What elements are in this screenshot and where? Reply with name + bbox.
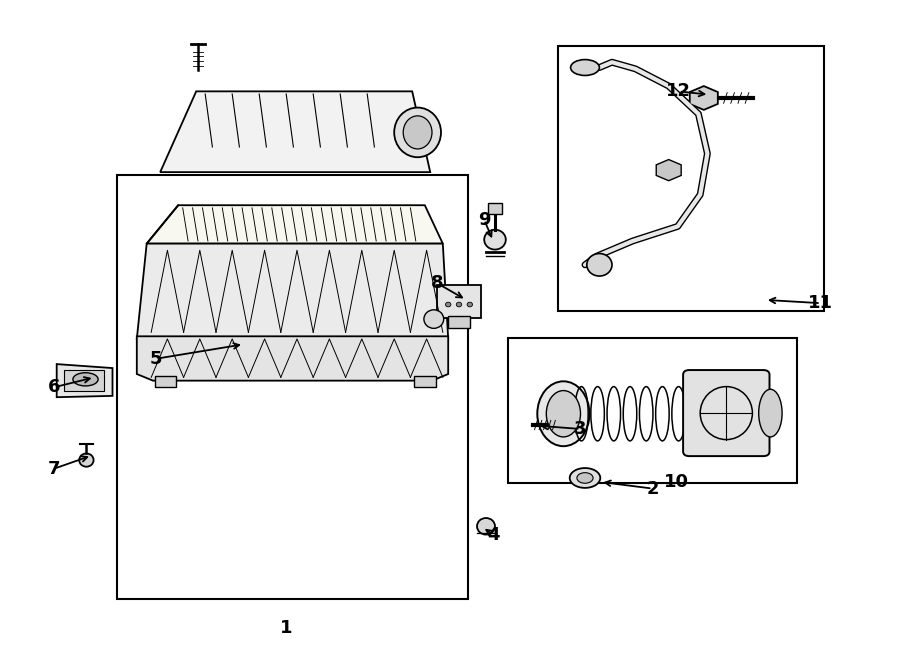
Ellipse shape: [477, 518, 495, 535]
Bar: [488, 203, 502, 214]
Ellipse shape: [424, 310, 444, 328]
Bar: [155, 376, 176, 387]
Polygon shape: [137, 336, 448, 381]
Polygon shape: [147, 205, 443, 244]
Ellipse shape: [403, 116, 432, 149]
Text: 1: 1: [280, 618, 292, 637]
Bar: [558, 46, 824, 311]
Text: 12: 12: [666, 82, 691, 101]
Ellipse shape: [759, 389, 782, 437]
Ellipse shape: [456, 302, 462, 307]
Ellipse shape: [571, 60, 599, 75]
Bar: [117, 175, 468, 599]
Bar: [437, 285, 481, 318]
Text: 3: 3: [574, 420, 587, 438]
Ellipse shape: [79, 453, 94, 467]
Bar: [508, 338, 796, 483]
Ellipse shape: [484, 230, 506, 250]
Ellipse shape: [570, 468, 600, 488]
Polygon shape: [689, 86, 718, 110]
Text: 10: 10: [664, 473, 689, 491]
Ellipse shape: [394, 107, 441, 157]
Ellipse shape: [537, 381, 590, 446]
Text: 9: 9: [478, 211, 491, 229]
Text: 7: 7: [48, 459, 60, 478]
Ellipse shape: [587, 254, 612, 276]
Text: 11: 11: [808, 294, 833, 312]
Text: 6: 6: [48, 378, 60, 397]
Ellipse shape: [546, 391, 580, 437]
Bar: [448, 316, 470, 328]
Text: 5: 5: [149, 350, 162, 368]
Ellipse shape: [548, 416, 568, 434]
Polygon shape: [137, 244, 448, 339]
Ellipse shape: [577, 473, 593, 483]
Bar: [414, 376, 436, 387]
Ellipse shape: [467, 302, 472, 307]
Text: 8: 8: [431, 274, 444, 293]
Text: 2: 2: [646, 479, 659, 498]
Ellipse shape: [446, 302, 451, 307]
Bar: [64, 370, 104, 391]
Polygon shape: [656, 160, 681, 181]
Ellipse shape: [73, 373, 98, 386]
Polygon shape: [160, 91, 430, 172]
Polygon shape: [57, 364, 112, 397]
FancyBboxPatch shape: [683, 370, 770, 456]
Text: 4: 4: [487, 526, 500, 544]
